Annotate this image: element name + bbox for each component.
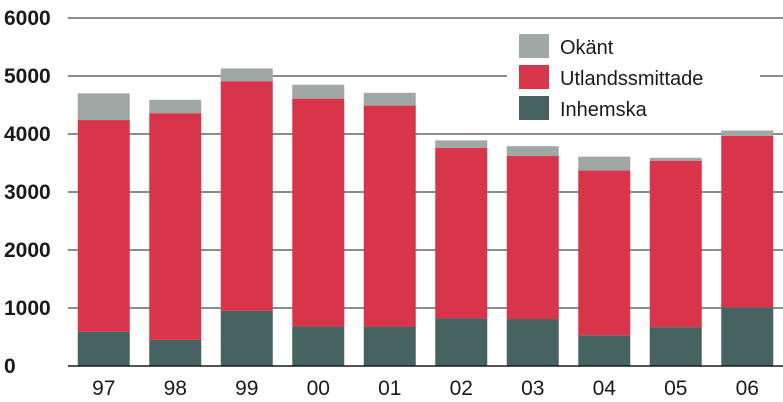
bar-segment-inhemska xyxy=(721,307,774,366)
y-tick-label: 5000 xyxy=(4,65,51,88)
x-tick-label: 01 xyxy=(378,377,401,400)
bar-segment-okänt xyxy=(77,93,130,121)
bar-segment-utlandssmittade xyxy=(292,98,345,327)
bar-segment-okänt xyxy=(220,68,273,82)
bar-segment-utlandssmittade xyxy=(506,156,559,320)
x-tick-label: 02 xyxy=(450,377,473,400)
x-tick-label: 99 xyxy=(235,377,258,400)
legend-swatch xyxy=(519,34,549,58)
bar-segment-inhemska xyxy=(435,318,488,366)
bar-segment-utlandssmittade xyxy=(220,81,273,311)
y-tick-label: 1000 xyxy=(4,297,51,320)
legend-swatch xyxy=(519,65,549,89)
y-tick-label: 2000 xyxy=(4,239,51,262)
x-tick-label: 05 xyxy=(664,377,687,400)
y-tick-label: 4000 xyxy=(4,123,51,146)
legend-box xyxy=(507,26,760,128)
legend-label: Utlandssmittade xyxy=(560,68,703,90)
bar-segment-utlandssmittade xyxy=(149,113,202,340)
bar-segment-inhemska xyxy=(149,339,202,366)
y-tick-label: 6000 xyxy=(4,7,51,30)
x-tick-label: 97 xyxy=(92,377,115,400)
x-tick-label: 98 xyxy=(164,377,187,400)
legend-swatch xyxy=(519,96,549,120)
bar-segment-okänt xyxy=(506,146,559,157)
bar-segment-okänt xyxy=(363,92,416,106)
bar-segment-okänt xyxy=(435,140,488,148)
x-tick-label: 06 xyxy=(736,377,759,400)
x-tick-label: 03 xyxy=(521,377,544,400)
bar-segment-inhemska xyxy=(220,310,273,366)
bar-segment-inhemska xyxy=(77,331,130,366)
bar-segment-inhemska xyxy=(292,326,345,366)
y-tick-label: 3000 xyxy=(4,181,51,204)
bar-segment-okänt xyxy=(149,99,202,114)
x-axis-ticks: 97 98 99 00 01 02 03 04 05 06 xyxy=(92,377,759,400)
bar-segment-utlandssmittade xyxy=(721,135,774,308)
bar-segment-utlandssmittade xyxy=(435,147,488,319)
x-tick-label: 00 xyxy=(307,377,330,400)
bar-segment-okänt xyxy=(649,157,702,161)
bar-segment-utlandssmittade xyxy=(649,160,702,328)
y-axis-ticks: 0 1000 2000 3000 4000 5000 6000 xyxy=(4,7,51,378)
y-tick-label: 0 xyxy=(4,355,16,378)
bar-segment-okänt xyxy=(578,156,631,171)
bar-segment-utlandssmittade xyxy=(363,105,416,327)
bars xyxy=(77,68,774,366)
bar-segment-okänt xyxy=(721,130,774,136)
bar-segment-okänt xyxy=(292,84,345,99)
legend: Okänt Utlandssmittade Inhemska xyxy=(507,26,760,128)
bar-segment-inhemska xyxy=(578,335,631,366)
x-tick-label: 04 xyxy=(593,377,617,400)
bar-segment-inhemska xyxy=(363,326,416,366)
bar-segment-inhemska xyxy=(649,327,702,366)
legend-label: Okänt xyxy=(560,37,614,59)
bar-segment-utlandssmittade xyxy=(578,170,631,336)
legend-label: Inhemska xyxy=(560,99,648,121)
bar-segment-inhemska xyxy=(506,319,559,366)
bar-segment-utlandssmittade xyxy=(77,120,130,332)
